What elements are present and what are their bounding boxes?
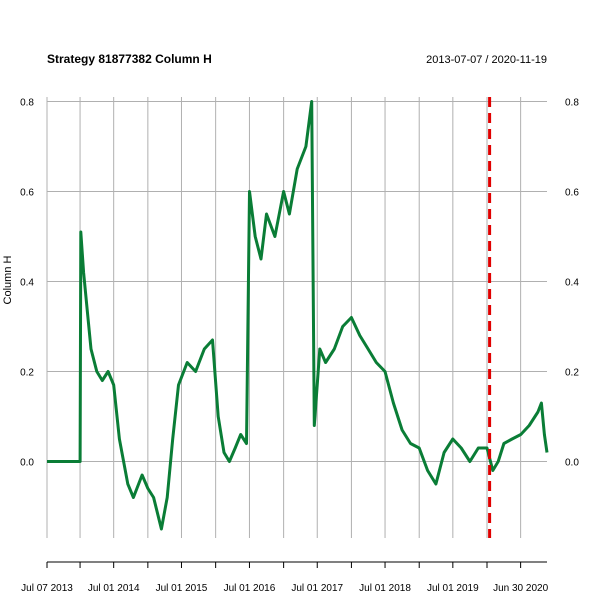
y-gridlines (47, 101, 547, 462)
y-tick-labels-left: 0.0 0.2 0.4 0.6 0.8 (20, 98, 34, 469)
x-gridlines (46, 97, 522, 538)
x-tick-label: Jun 30 2020 (493, 583, 548, 594)
x-tick-label: Jul 01 2018 (359, 583, 411, 594)
y-tick-label: 0.4 (565, 278, 579, 289)
y-tick-labels-right: 0.0 0.2 0.4 0.6 0.8 (565, 98, 579, 469)
y-tick-label: 0.8 (565, 98, 579, 109)
y-tick-label: 0.6 (20, 188, 34, 199)
series-layer (47, 100, 549, 531)
x-axis (46, 561, 547, 568)
x-tick-label: Jul 01 2017 (291, 583, 343, 594)
y-tick-label: 0.4 (20, 278, 34, 289)
y-tick-label: 0.6 (565, 188, 579, 199)
series-line (47, 100, 549, 531)
x-tick-label: Jul 01 2015 (156, 583, 208, 594)
y-tick-label: 0.2 (565, 368, 579, 379)
chart-title: Strategy 81877382 Column H (47, 52, 212, 66)
y-tick-label: 0.8 (20, 98, 34, 109)
x-tick-label: Jul 01 2016 (224, 583, 276, 594)
x-tick-label: Jul 01 2019 (427, 583, 479, 594)
y-tick-label: 0.2 (20, 368, 34, 379)
date-range-label: 2013-07-07 / 2020-11-19 (426, 54, 547, 66)
y-tick-label: 0.0 (20, 458, 34, 469)
y-tick-label: 0.0 (565, 458, 579, 469)
y-axis-label: Column H (2, 255, 14, 304)
x-tick-labels: Jul 07 2013 Jul 01 2014 Jul 01 2015 Jul 01 … (21, 583, 548, 594)
x-tick-label: Jul 07 2013 (21, 583, 73, 594)
x-tick-label: Jul 01 2014 (88, 583, 140, 594)
